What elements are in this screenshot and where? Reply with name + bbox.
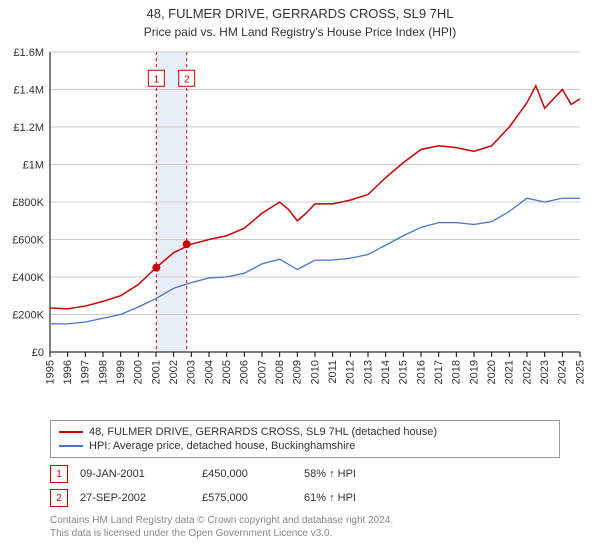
svg-text:2023: 2023 [539,360,551,384]
sale-marker-icon: 2 [50,489,68,507]
chart-plot: £0 £200K £400K £600K £800K £1M £1.2M £1.4M £1.6M… [0,42,600,412]
svg-text:2015: 2015 [398,360,410,384]
svg-text:2018: 2018 [451,360,463,384]
svg-text:2009: 2009 [292,360,304,384]
legend-label: HPI: Average price, detached house, Buck… [89,440,355,452]
svg-text:2024: 2024 [557,360,569,384]
footer-attribution: Contains HM Land Registry data © Crown c… [50,514,560,540]
chart-container: 48, FULMER DRIVE, GERRARDS CROSS, SL9 7H… [0,0,600,560]
svg-text:1997: 1997 [80,360,92,384]
sale-price: £450,000 [202,468,292,480]
svg-text:£200K: £200K [12,310,44,322]
svg-text:2004: 2004 [203,360,215,384]
chart-subtitle: Price paid vs. HM Land Registry's House … [0,23,600,39]
sale-date: 09-JAN-2001 [80,468,190,480]
svg-text:2010: 2010 [309,360,321,384]
svg-text:2006: 2006 [239,360,251,384]
sales-table: 1 09-JAN-2001 £450,000 58% ↑ HPI 2 27-SE… [50,462,560,510]
svg-text:2011: 2011 [327,360,339,384]
svg-text:2000: 2000 [133,360,145,384]
svg-text:1999: 1999 [115,360,127,384]
svg-text:£1.6M: £1.6M [13,47,44,59]
svg-text:2007: 2007 [256,360,268,384]
svg-text:1995: 1995 [44,360,56,384]
legend-swatch [59,431,83,433]
sale-pct: 58% ↑ HPI [304,468,404,480]
svg-text:1996: 1996 [62,360,74,384]
svg-text:£400K: £400K [12,272,44,284]
footer-line: This data is licensed under the Open Gov… [50,527,560,540]
chart-title: 48, FULMER DRIVE, GERRARDS CROSS, SL9 7H… [0,0,600,23]
svg-text:2: 2 [184,74,190,85]
svg-text:2001: 2001 [150,360,162,384]
svg-text:2022: 2022 [521,360,533,384]
svg-text:2019: 2019 [468,360,480,384]
svg-text:2025: 2025 [574,360,586,384]
svg-text:2002: 2002 [168,360,180,384]
svg-text:1998: 1998 [97,360,109,384]
svg-text:£0: £0 [32,347,44,359]
legend-swatch [59,445,83,447]
table-row: 2 27-SEP-2002 £575,000 61% ↑ HPI [50,486,560,510]
table-row: 1 09-JAN-2001 £450,000 58% ↑ HPI [50,462,560,486]
svg-text:1: 1 [154,74,160,85]
sale-marker-icon: 1 [50,465,68,483]
sale-date: 27-SEP-2002 [80,492,190,504]
svg-text:2020: 2020 [486,360,498,384]
svg-text:2005: 2005 [221,360,233,384]
footer-line: Contains HM Land Registry data © Crown c… [50,514,560,527]
sale-price: £575,000 [202,492,292,504]
svg-text:£1.2M: £1.2M [13,122,44,134]
svg-text:£1.4M: £1.4M [13,85,44,97]
svg-text:2012: 2012 [345,360,357,384]
svg-text:2013: 2013 [362,360,374,384]
svg-text:2008: 2008 [274,360,286,384]
legend-label: 48, FULMER DRIVE, GERRARDS CROSS, SL9 7H… [89,426,437,438]
svg-text:2021: 2021 [504,360,516,384]
svg-text:2016: 2016 [415,360,427,384]
sale-pct: 61% ↑ HPI [304,492,404,504]
svg-text:£800K: £800K [12,197,44,209]
legend: 48, FULMER DRIVE, GERRARDS CROSS, SL9 7H… [50,420,560,458]
legend-item: HPI: Average price, detached house, Buck… [59,439,551,453]
svg-text:£600K: £600K [12,235,44,247]
legend-item: 48, FULMER DRIVE, GERRARDS CROSS, SL9 7H… [59,425,551,439]
svg-text:£1M: £1M [23,160,44,172]
svg-text:2014: 2014 [380,360,392,384]
svg-text:2017: 2017 [433,360,445,384]
svg-text:2003: 2003 [186,360,198,384]
